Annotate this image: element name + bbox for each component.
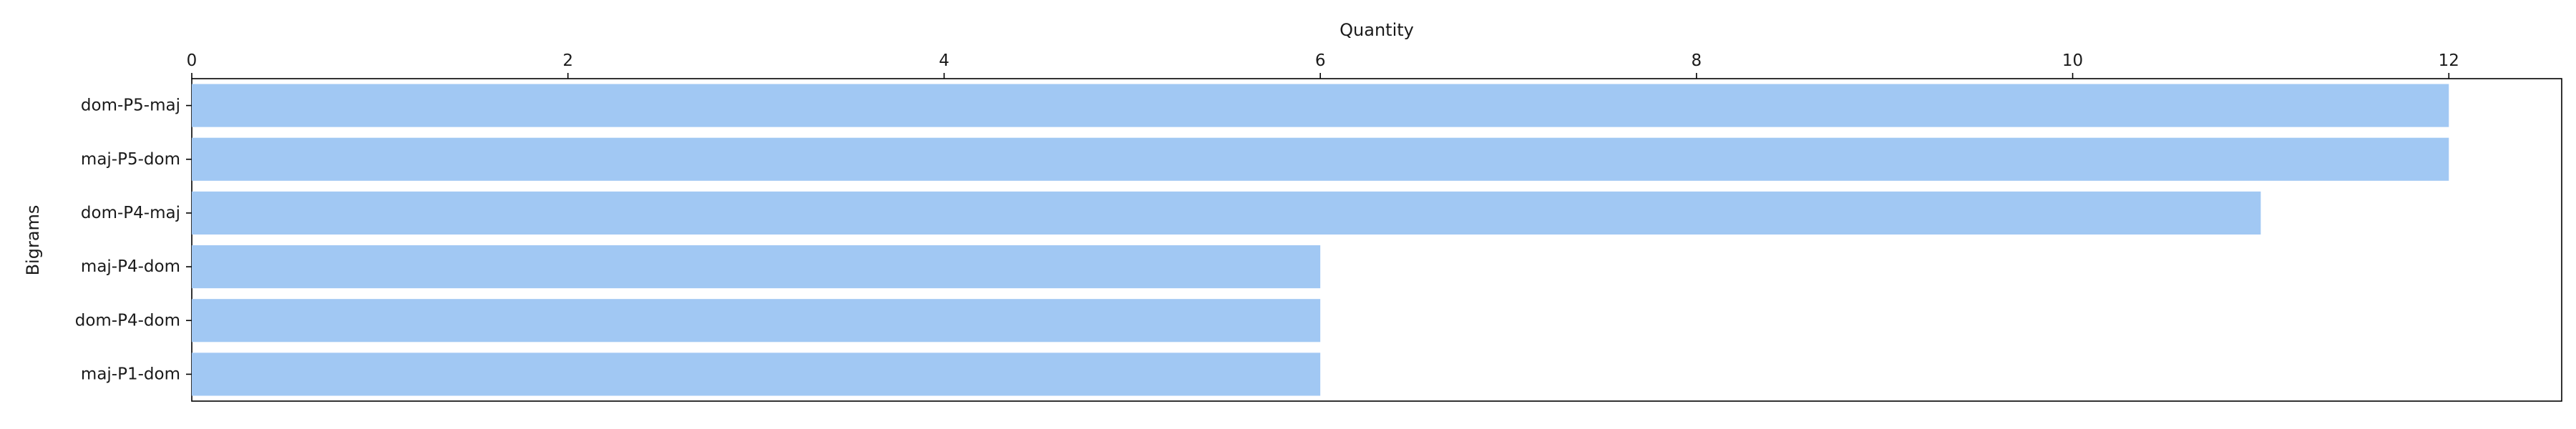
bar-maj-P4-dom bbox=[192, 245, 1321, 289]
x-tick-label: 2 bbox=[562, 51, 573, 70]
bar-maj-P5-dom bbox=[192, 137, 2449, 181]
bar-dom-P5-maj bbox=[192, 84, 2449, 127]
y-tick-label: dom-P4-dom bbox=[75, 311, 180, 330]
plot-frame bbox=[191, 78, 2562, 402]
x-tick-label: 8 bbox=[1692, 51, 1702, 70]
x-axis-ticks: 0 2 4 6 8 10 12 bbox=[187, 51, 2459, 79]
x-tick-label: 6 bbox=[1315, 51, 1326, 70]
x-tick-label: 10 bbox=[2062, 51, 2083, 70]
x-tick-label: 0 bbox=[187, 51, 197, 70]
bar-dom-P4-dom bbox=[192, 299, 1321, 342]
y-axis-ticks: dom-P5-maj maj-P5-dom dom-P4-maj maj-P4-dom… bbox=[75, 97, 192, 383]
bar-maj-P1-dom bbox=[192, 352, 1321, 396]
bar-dom-P4-maj bbox=[192, 191, 2261, 235]
y-tick-label: maj-P4-dom bbox=[81, 257, 180, 276]
y-tick-label: dom-P5-maj bbox=[81, 97, 180, 115]
bars-group bbox=[192, 84, 2449, 396]
y-tick-label: dom-P4-maj bbox=[81, 204, 180, 222]
y-tick-label: maj-P5-dom bbox=[81, 150, 180, 169]
y-tick-label: maj-P1-dom bbox=[81, 365, 180, 383]
x-tick-label: 12 bbox=[2439, 51, 2459, 70]
x-tick-label: 4 bbox=[939, 51, 950, 70]
y-axis-title: Bigrams bbox=[23, 205, 43, 276]
x-axis-title: Quantity bbox=[1340, 20, 1414, 40]
